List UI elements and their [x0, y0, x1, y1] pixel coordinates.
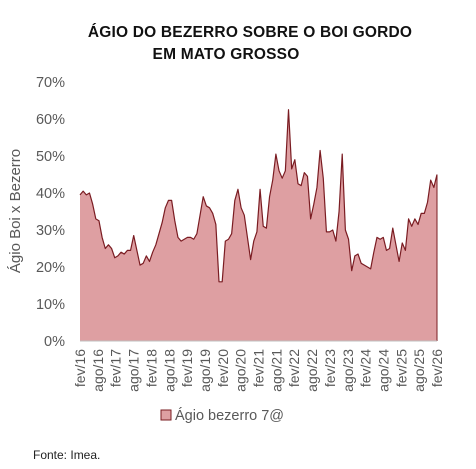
chart-title-line-1: ÁGIO DO BEZERRO SOBRE O BOI GORDO	[87, 24, 413, 41]
x-tick-label: ago/17	[126, 349, 142, 392]
x-tick-label: fev/22	[286, 349, 302, 387]
x-tick-label: ago/25	[411, 349, 427, 392]
chart-title-line-2: EM MATO GROSSO	[152, 46, 300, 63]
y-tick-label: 0%	[44, 334, 65, 350]
x-tick-label: ago/16	[90, 349, 106, 392]
source-note: Fonte: Imea.	[33, 448, 101, 462]
x-tick-label: ago/20	[233, 349, 249, 392]
x-tick-label: fev/23	[322, 349, 338, 387]
y-tick-label: 20%	[36, 260, 65, 276]
y-tick-label: 40%	[36, 186, 65, 202]
series-area	[80, 109, 437, 341]
legend-label: Ágio bezerro 7@	[175, 407, 284, 424]
x-tick-label: ago/23	[340, 349, 356, 392]
x-tick-label: fev/21	[251, 349, 267, 387]
legend-swatch	[160, 409, 172, 421]
x-tick-label: fev/17	[108, 349, 124, 387]
legend: Ágio bezerro 7@	[160, 407, 284, 424]
y-tick-label: 70%	[36, 75, 65, 91]
x-tick-label: ago/21	[268, 349, 284, 392]
x-tick-label: fev/19	[179, 349, 195, 387]
x-tick-label: fev/16	[72, 349, 88, 387]
y-tick-label: 50%	[36, 149, 65, 165]
y-tick-label: 60%	[36, 112, 65, 128]
x-tick-label: fev/18	[143, 349, 159, 387]
x-tick-label: fev/24	[358, 349, 374, 387]
x-tick-label: ago/19	[197, 349, 213, 392]
y-axis-label: Ágio Boi x Bezerro	[7, 149, 24, 273]
x-tick-label: ago/24	[375, 349, 391, 392]
x-tick-label: fev/26	[429, 349, 445, 387]
x-tick-label: fev/20	[215, 349, 231, 387]
y-tick-label: 30%	[36, 223, 65, 239]
series-line	[79, 109, 438, 283]
y-tick-label: 10%	[36, 297, 65, 313]
x-tick-label: ago/18	[161, 349, 177, 392]
x-tick-label: ago/22	[304, 349, 320, 392]
x-tick-label: fev/25	[393, 349, 409, 387]
